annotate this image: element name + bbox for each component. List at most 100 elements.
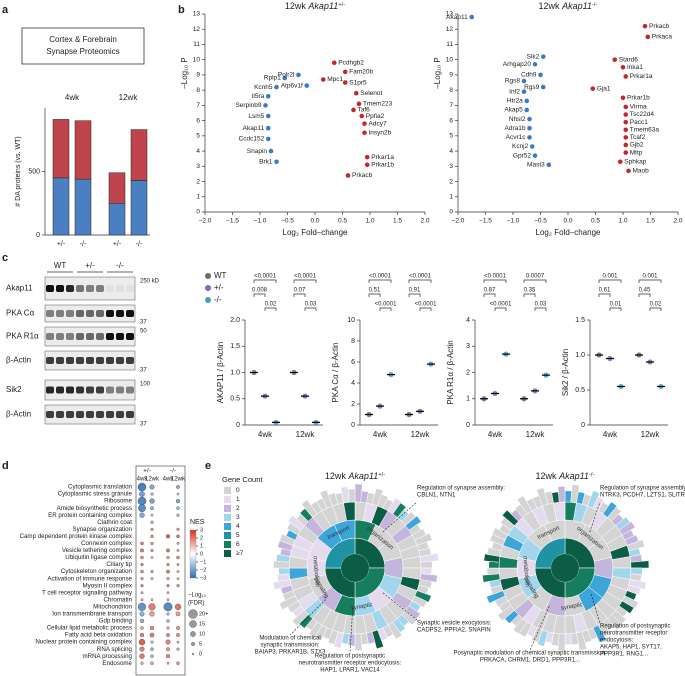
bracket — [598, 293, 611, 297]
x-tick-label: 12wk — [411, 430, 431, 439]
x-tick-label: −1.0 — [254, 218, 267, 225]
panel-label: b — [178, 4, 185, 16]
title-gene: Akap11 — [347, 471, 378, 481]
point — [362, 121, 367, 126]
term-label: Camp dependent protein kinase complex — [20, 533, 133, 540]
term-label: T cell receptor signaling pathway — [42, 589, 133, 596]
sunburst-segment — [354, 633, 363, 652]
sunburst-segment — [607, 614, 623, 631]
x-tick-label: −0.5 — [534, 218, 547, 225]
enrichment-dot — [150, 661, 154, 665]
sunburst-segment — [536, 487, 549, 507]
enrichment-dot — [137, 602, 147, 611]
sunburst-segment — [592, 624, 607, 643]
sunburst-segment — [371, 488, 384, 507]
legend-label: WT — [214, 271, 227, 280]
point-label: Fam20b — [349, 69, 373, 76]
enrichment-dot — [150, 647, 154, 651]
enrichment-dot — [175, 499, 181, 504]
blot-band — [96, 357, 104, 364]
bracket — [494, 307, 507, 311]
legend-title: Gene Count — [222, 475, 263, 484]
sunburst-segment — [277, 573, 291, 582]
ring-label: metabolism — [311, 556, 320, 587]
sunburst-segment — [377, 494, 389, 509]
bracket — [638, 293, 651, 297]
sunburst-segment — [411, 595, 428, 609]
annotation: endocytosis: — [600, 638, 634, 644]
blot-band — [96, 386, 104, 394]
enrichment-dot — [150, 534, 154, 538]
blot-band — [76, 333, 84, 340]
term-label: Vesicle tethering complex — [62, 547, 133, 554]
blot-marker: 37 — [140, 320, 147, 326]
annotation: AKAP5, HAP1, SYT17, — [600, 645, 662, 651]
term-label: Nuclear protein containing complex — [35, 639, 133, 646]
bracket — [293, 293, 306, 297]
enrichment-dot — [165, 534, 171, 539]
x-tick-label: 12wk — [296, 430, 316, 439]
point — [532, 61, 538, 67]
point-label: Ppfia2 — [366, 113, 385, 120]
point — [359, 113, 365, 119]
sunburst-segment — [630, 560, 650, 569]
p-value: <0.0001 — [369, 274, 392, 280]
blot-band — [46, 386, 54, 394]
panel-label: c — [2, 252, 8, 264]
sunburst-segment — [347, 633, 356, 647]
bar-segment — [130, 180, 148, 236]
point — [469, 14, 475, 20]
legend-title: (FDR) — [188, 601, 204, 607]
enrichment-dot — [138, 504, 146, 513]
bar-segment — [108, 203, 126, 236]
enrichment-dot — [140, 661, 144, 665]
y-tick-label: 12 — [446, 26, 454, 33]
term-label: Gdp binding — [99, 618, 133, 625]
blot-band — [106, 357, 114, 364]
colorbar-label: 1 — [200, 543, 203, 549]
sunburst-segment — [544, 490, 554, 505]
point — [623, 112, 629, 117]
size-swatch — [191, 653, 194, 656]
title-genotype: -/- — [592, 2, 598, 8]
point — [320, 77, 326, 82]
y-tick-label: 9 — [196, 72, 200, 79]
p-value: 0.03 — [305, 302, 317, 308]
leader-line — [289, 599, 326, 636]
enrichment-dot — [150, 598, 154, 602]
group-label: 4wk — [65, 93, 80, 102]
enrichment-dot — [140, 548, 144, 553]
point — [540, 54, 546, 59]
point — [521, 78, 527, 84]
age-label: 4wk — [137, 477, 149, 483]
point-label: Insyn2b — [369, 130, 392, 137]
legend-label: 6 — [236, 541, 240, 548]
point — [642, 23, 648, 29]
title-age: 12wk — [536, 471, 558, 481]
y-tick-label: 1.5 — [575, 317, 585, 324]
y-tick-label: 0.5 — [575, 387, 585, 394]
y-tick-label: 7 — [196, 102, 200, 109]
enrichment-dot — [165, 639, 171, 645]
panel-label: d — [2, 460, 9, 472]
annotation: Posynaptic modulation of chemical synapt… — [453, 651, 606, 657]
y-tick-label: 0 — [236, 422, 240, 429]
point-label: Prkacb — [352, 172, 373, 179]
blot-band — [86, 285, 94, 292]
point-label: Lsm5 — [248, 113, 264, 120]
blot-band — [76, 357, 84, 364]
enrichment-dot — [176, 640, 180, 644]
y-tick-label: 4 — [196, 148, 200, 155]
term-label: Cytoplasmic translation — [68, 484, 133, 491]
enrichment-dot — [166, 577, 170, 581]
age-label: 12wk — [171, 477, 186, 483]
ring-label: synaptic — [351, 602, 374, 612]
sunburst-segment — [501, 509, 519, 526]
enrichment-dot — [176, 534, 180, 539]
blot-band — [46, 285, 54, 292]
x-tick-label: 4wk — [373, 430, 388, 439]
term-label: Ribosome — [104, 498, 132, 505]
bracket — [379, 307, 392, 311]
point — [617, 159, 623, 165]
blot-marker: 100 — [140, 382, 151, 388]
